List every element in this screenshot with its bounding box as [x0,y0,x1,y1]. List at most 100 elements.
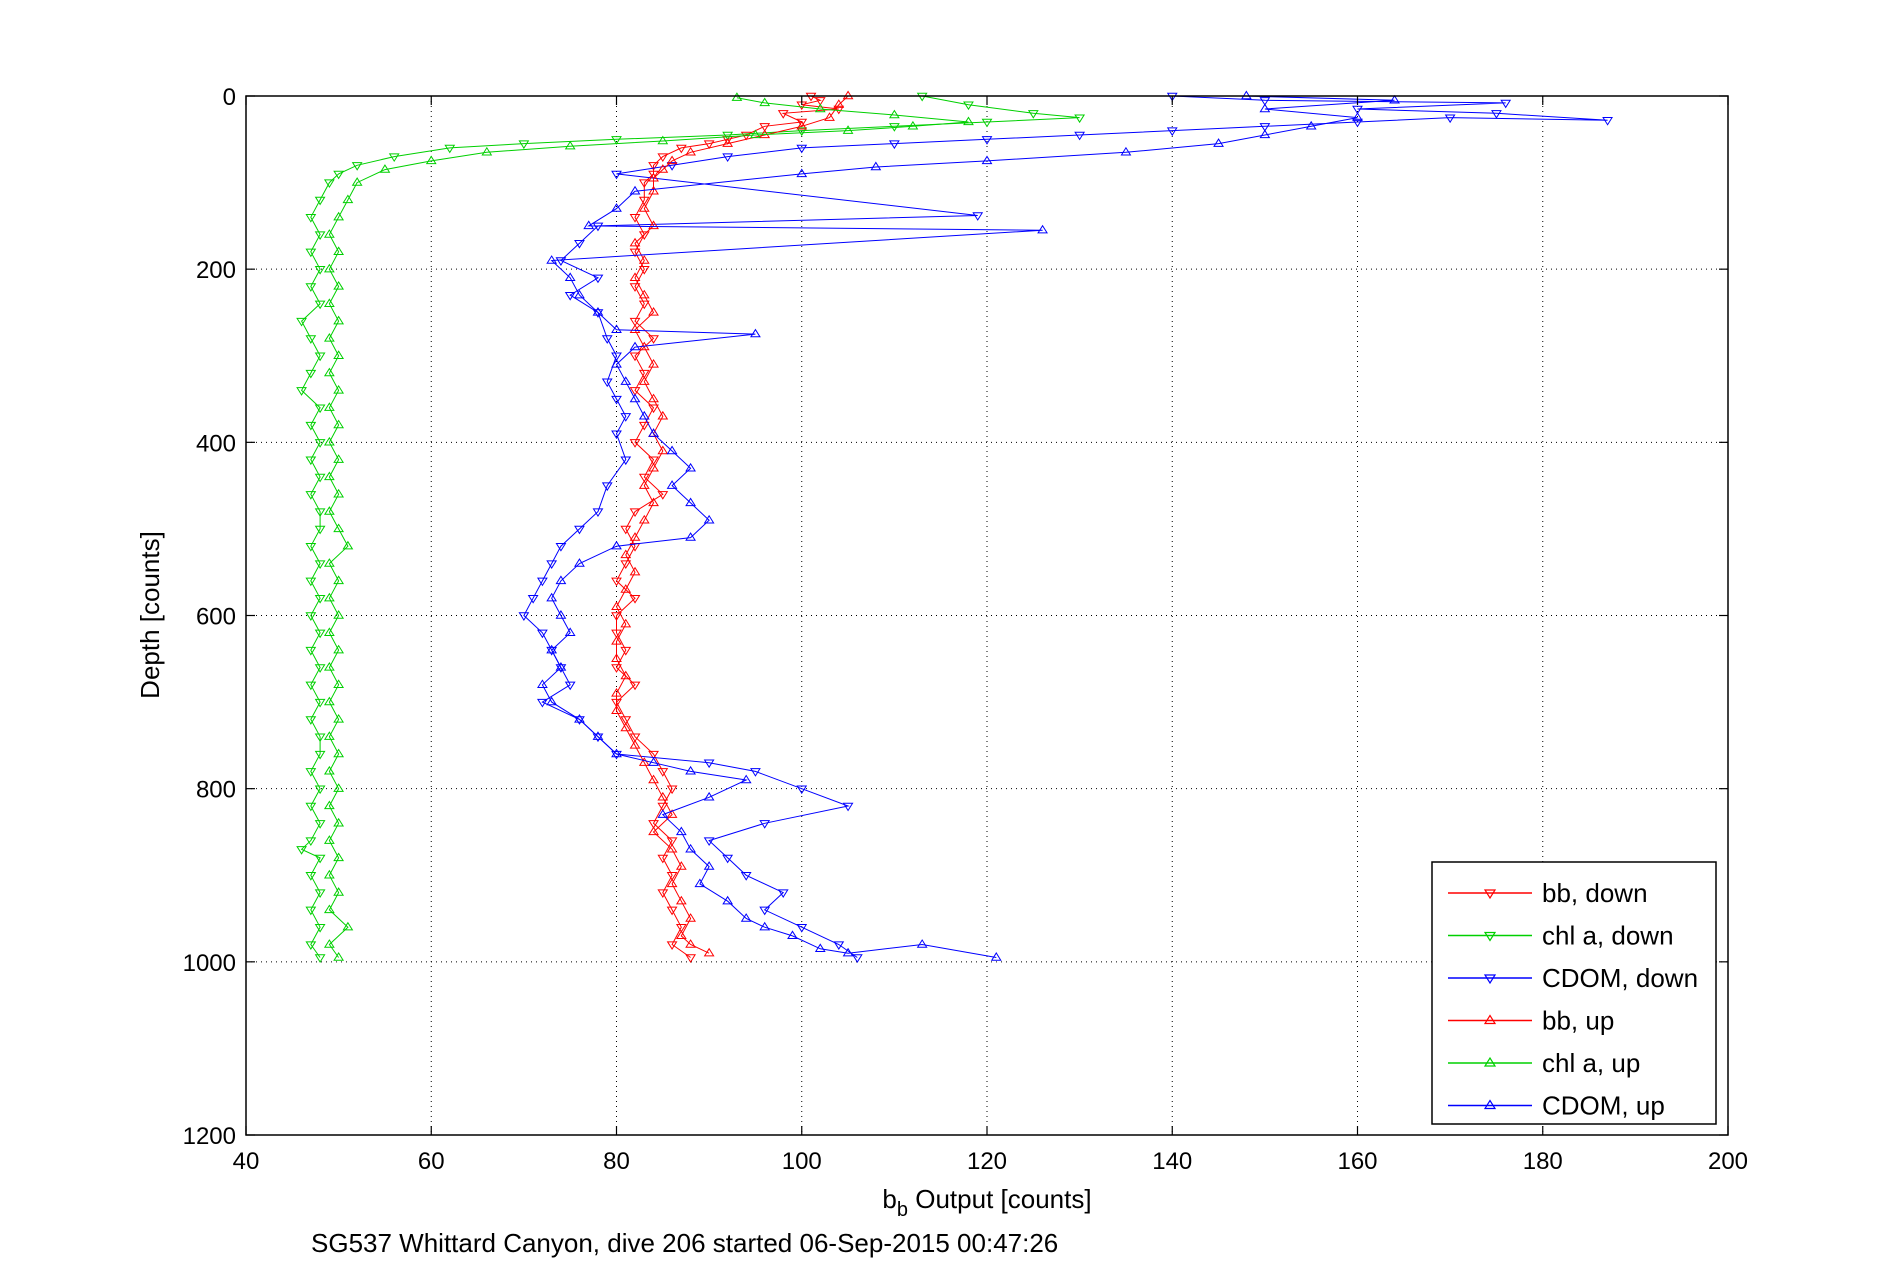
data-point [314,750,326,760]
data-point [305,456,317,466]
data-point [611,170,622,180]
data-point [323,558,335,567]
data-point [305,214,317,223]
data-point [305,768,317,777]
data-point [703,759,715,769]
data-point [685,532,697,541]
legend-label: chl a, down [1542,921,1674,951]
data-point [629,594,641,604]
data-point [323,402,335,411]
data-point [323,229,335,238]
data-point [842,125,854,134]
data-point [648,456,659,466]
data-point [657,802,669,812]
data-point [638,179,650,189]
x-tick-label: 120 [967,1148,1007,1175]
data-point [351,177,363,186]
data-point [546,592,558,602]
data-point [333,350,345,359]
data-point [620,413,632,422]
data-point [648,170,659,180]
data-point [592,307,604,316]
data-point [638,514,650,524]
data-point [305,369,317,379]
data-point [648,820,659,829]
data-point [323,436,335,446]
data-point [620,549,632,559]
data-point [814,97,826,106]
data-point [666,906,678,916]
data-point [314,664,326,673]
data-point [564,627,576,637]
x-tick-label: 160 [1337,1148,1377,1175]
data-point [685,843,697,853]
legend-label: bb, up [1542,1006,1614,1036]
data-point [629,185,641,195]
legend: bb, down chl a, down CDOM, down bb, up chl a… [1431,861,1717,1125]
data-point [583,220,595,230]
data-point [1166,92,1178,102]
data-point [629,508,641,518]
data-point [314,300,326,310]
data-point [629,352,641,362]
data-point [787,930,798,940]
data-point [333,246,345,256]
data-point [657,135,669,145]
data-point [611,748,622,758]
data-point [296,317,307,327]
data-point [703,861,715,870]
data-point [611,664,622,673]
data-point [666,162,678,171]
data-point [666,785,678,795]
data-point [750,129,761,139]
data-point [314,733,326,743]
data-point [657,889,669,899]
data-point [611,430,622,440]
data-point [796,120,808,130]
data-point [638,289,650,299]
data-point [851,954,863,963]
data-point [592,274,604,284]
data-point [1027,110,1039,119]
data-point [620,722,632,732]
data-point [981,136,993,145]
data-point [796,924,808,933]
data-point [814,103,826,113]
data-point [546,644,558,654]
data-point [638,255,650,264]
data-point [638,203,650,212]
data-point [333,454,345,463]
data-point [648,358,659,368]
legend-label: CDOM, down [1542,963,1698,993]
legend-label: chl a, up [1542,1048,1640,1078]
data-point [703,514,715,524]
chart-caption: SG537 Whittard Canyon, dive 206 started … [311,1228,1058,1258]
data-point [629,214,641,223]
data-point [1500,99,1512,109]
data-point [564,681,576,691]
data-point [648,404,659,414]
data-point [305,248,317,258]
data-point [305,941,317,950]
data-point [731,92,743,101]
data-point [666,837,678,847]
y-tick-label: 0 [223,84,236,111]
data-point [620,670,632,680]
data-point [638,421,650,431]
data-point [1120,146,1132,156]
data-point [1166,127,1178,137]
data-point [323,800,335,810]
data-point [666,872,678,881]
data-point [323,592,335,602]
data-point [601,335,613,344]
data-point [870,161,882,171]
data-point [638,473,650,483]
data-point [323,332,335,342]
data-point [518,140,530,150]
data-point [648,307,659,316]
legend-marker [1483,1056,1497,1067]
legend-label: bb, down [1542,878,1648,908]
data-point [333,419,345,429]
data-point [555,664,567,673]
data-point [1602,117,1613,126]
